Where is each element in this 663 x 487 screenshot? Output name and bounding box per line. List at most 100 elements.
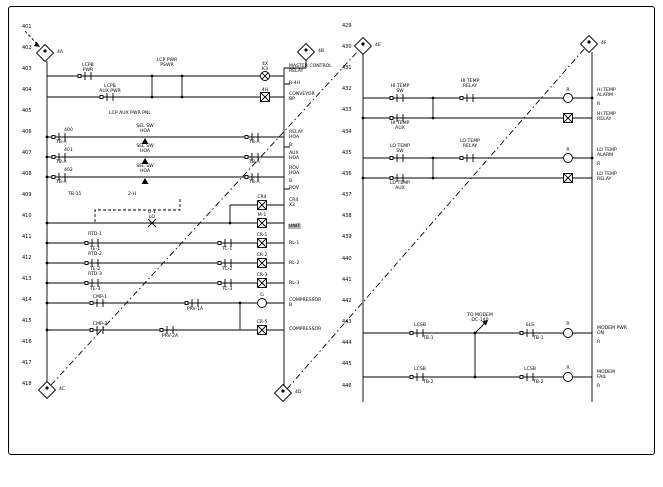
component-label: CR-5 xyxy=(256,320,268,325)
component-label: M-1 xyxy=(257,213,267,218)
component-label: CR4 xyxy=(257,195,267,200)
relay-coil-icon xyxy=(257,278,267,288)
component-label: LO TEMP RELAY xyxy=(460,139,480,150)
rung-description: R xyxy=(597,162,601,167)
rung-description: RL-2 xyxy=(289,261,300,266)
component-label: RTD-2 xyxy=(88,252,102,257)
component-label: TB-A xyxy=(56,180,67,185)
rung-description: CR4 X2 xyxy=(289,198,299,209)
rung-description: MODEM PWR ON xyxy=(597,326,627,337)
component-label: TB-2 xyxy=(423,380,434,385)
line-number: 402 xyxy=(22,45,32,51)
component-label: LCPB AUX PWR xyxy=(99,84,121,95)
component-label: TB-A xyxy=(249,160,260,165)
line-number: 404 xyxy=(22,87,32,93)
relay-coil-icon xyxy=(257,200,267,210)
component-label: U-1 LO xyxy=(148,210,156,221)
rung-description: LO TEMP ALARM xyxy=(597,148,617,159)
component-label: LO TEMP AUX xyxy=(390,181,410,192)
component-label: TC-1 xyxy=(222,247,233,252)
relay-coil-icon xyxy=(257,238,267,248)
connector-label: 4D xyxy=(295,390,302,395)
rung-lines xyxy=(47,75,290,331)
line-number: 406 xyxy=(22,129,32,135)
line-number: 413 xyxy=(22,276,32,282)
component-label: TE-1 xyxy=(90,247,101,252)
line-number: 440 xyxy=(342,256,352,262)
component-label: 4H xyxy=(261,88,269,93)
line-number: 434 xyxy=(342,129,352,135)
component-label: LCSB xyxy=(414,323,426,328)
component-label: LCP AUX PWR PNL xyxy=(109,111,151,116)
rung-description: RL-1 xyxy=(289,241,300,246)
component-label: HI TEMP AUX xyxy=(390,121,410,132)
line-number: 445 xyxy=(342,361,352,367)
rung-description: RELAY HOA xyxy=(289,130,304,141)
component-label: 4X K3 xyxy=(261,62,269,73)
relay-coil-icon xyxy=(257,325,267,335)
component-label: R xyxy=(566,322,570,327)
component-label: TE-3 xyxy=(90,287,101,292)
pilot-light-icon xyxy=(563,153,573,163)
diamond-connector-icon xyxy=(354,37,372,55)
drawing-border xyxy=(8,6,655,455)
relay-coil-icon xyxy=(257,258,267,268)
component-label: CMP-1 xyxy=(92,295,108,300)
component-label: TE-2 xyxy=(90,267,101,272)
rung-lines xyxy=(363,97,592,378)
rung-description: COMPRESSOR xyxy=(289,327,322,332)
rung-description: ROV xyxy=(289,186,299,191)
line-number: 446 xyxy=(342,383,352,389)
arrow-icon xyxy=(482,320,488,326)
component-label: LO TEMP SW xyxy=(390,144,410,155)
component-label: TB-A xyxy=(249,180,260,185)
line-number: 432 xyxy=(342,86,352,92)
rung-description: ROV HOA xyxy=(289,166,300,177)
line-number: 410 xyxy=(22,213,32,219)
rung-description: MODEM FAIL xyxy=(597,370,615,381)
rung-description: R-4H xyxy=(289,81,301,86)
rung-description: MASTER CONTROL RELAY xyxy=(289,64,332,75)
component-label: RTD-1 xyxy=(88,232,102,237)
rung-description: B xyxy=(289,143,293,148)
line-number: 430 xyxy=(342,44,352,50)
diamond-connector-icon xyxy=(38,381,56,399)
component-label: LCSB xyxy=(414,367,426,372)
component-label: CR-2 xyxy=(256,253,268,258)
match-line-a xyxy=(50,49,360,386)
right-ladder xyxy=(361,52,594,402)
component-label: SEL SW HOA xyxy=(136,124,154,135)
connector-label: 4F xyxy=(601,41,607,46)
diamond-connector-icon xyxy=(36,44,54,62)
right-rail xyxy=(283,60,307,385)
line-number: 403 xyxy=(22,66,32,72)
rung-description: COMPRESSOR B xyxy=(289,298,322,309)
line-number: 405 xyxy=(22,108,32,114)
line-number: 407 xyxy=(22,150,32,156)
component-label: TB-2 xyxy=(533,380,544,385)
component-label: TB-A xyxy=(56,140,67,145)
component-label: HI TEMP SW xyxy=(390,84,410,95)
line-number: 414 xyxy=(22,297,32,303)
match-line-b xyxy=(286,47,586,390)
component-label: CMP-2 xyxy=(92,322,108,327)
component-label: PRV-2A xyxy=(161,334,179,339)
rung-description: LO TEMP RELAY xyxy=(597,172,617,183)
line-number: 438 xyxy=(342,213,352,219)
line-number: 436 xyxy=(342,171,352,177)
component-label: TC-3 xyxy=(222,287,233,292)
component-label: PRV-1A xyxy=(186,307,204,312)
line-number: 437 xyxy=(342,192,352,198)
component-label: TB-1 xyxy=(423,336,434,341)
coil-and-lamp-icons xyxy=(563,93,573,382)
rung-description: R xyxy=(597,340,601,345)
component-label: TB-11 xyxy=(68,192,82,197)
relay-coil-icon xyxy=(563,113,573,123)
relay-coil-icon xyxy=(257,218,267,228)
component-label: CR-1 xyxy=(256,233,268,238)
arrowhead-icon xyxy=(34,41,40,47)
component-label: R xyxy=(566,148,570,153)
pilot-light-icon xyxy=(257,298,267,308)
